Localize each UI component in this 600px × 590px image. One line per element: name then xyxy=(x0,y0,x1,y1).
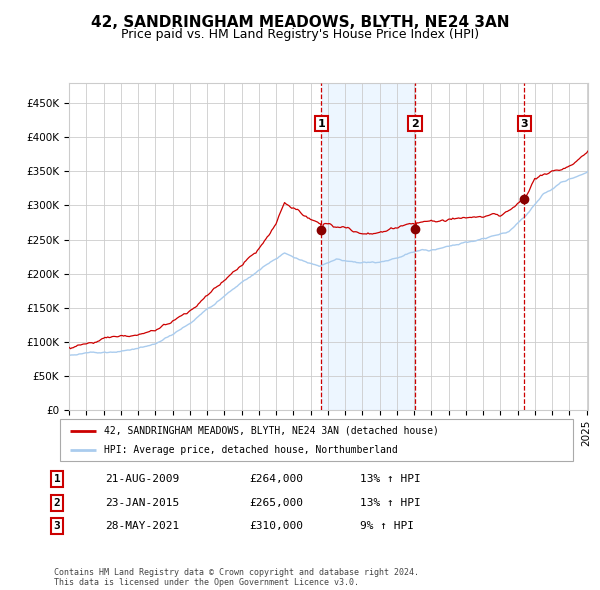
Text: 2: 2 xyxy=(411,119,419,129)
Text: 23-JAN-2015: 23-JAN-2015 xyxy=(105,498,179,507)
Text: £264,000: £264,000 xyxy=(249,474,303,484)
Text: 28-MAY-2021: 28-MAY-2021 xyxy=(105,522,179,531)
Text: 3: 3 xyxy=(53,522,61,531)
Text: 2: 2 xyxy=(53,498,61,507)
Text: HPI: Average price, detached house, Northumberland: HPI: Average price, detached house, Nort… xyxy=(104,445,397,455)
Text: 42, SANDRINGHAM MEADOWS, BLYTH, NE24 3AN (detached house): 42, SANDRINGHAM MEADOWS, BLYTH, NE24 3AN… xyxy=(104,426,439,436)
Text: 13% ↑ HPI: 13% ↑ HPI xyxy=(360,474,421,484)
Text: £265,000: £265,000 xyxy=(249,498,303,507)
Text: Contains HM Land Registry data © Crown copyright and database right 2024.
This d: Contains HM Land Registry data © Crown c… xyxy=(54,568,419,587)
Text: Price paid vs. HM Land Registry's House Price Index (HPI): Price paid vs. HM Land Registry's House … xyxy=(121,28,479,41)
Text: £310,000: £310,000 xyxy=(249,522,303,531)
Text: 13% ↑ HPI: 13% ↑ HPI xyxy=(360,498,421,507)
Text: 1: 1 xyxy=(317,119,325,129)
Text: 1: 1 xyxy=(53,474,61,484)
Text: 9% ↑ HPI: 9% ↑ HPI xyxy=(360,522,414,531)
Text: 42, SANDRINGHAM MEADOWS, BLYTH, NE24 3AN: 42, SANDRINGHAM MEADOWS, BLYTH, NE24 3AN xyxy=(91,15,509,30)
Text: 3: 3 xyxy=(521,119,528,129)
Bar xyxy=(322,83,415,410)
Text: 21-AUG-2009: 21-AUG-2009 xyxy=(105,474,179,484)
